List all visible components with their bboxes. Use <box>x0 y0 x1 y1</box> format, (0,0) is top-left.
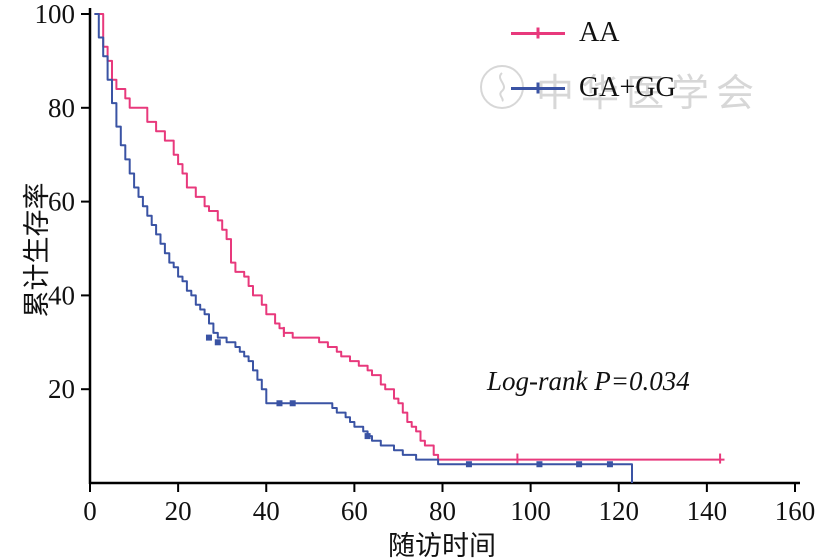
ga-gg-curve <box>94 13 633 483</box>
legend-item-ga-gg: GA+GG <box>511 69 676 107</box>
legend-item-aa: AA <box>511 14 676 52</box>
x-tick-label: 120 <box>599 496 640 526</box>
censor-mark <box>364 433 371 440</box>
censor-mark <box>276 400 283 407</box>
aa-line-swatch <box>511 27 565 39</box>
x-tick-label: 20 <box>165 496 192 526</box>
ga-gg-line-swatch <box>511 82 565 94</box>
x-tick-label: 40 <box>253 496 280 526</box>
x-tick-label: 60 <box>341 496 368 526</box>
censor-mark <box>536 461 543 468</box>
legend-label-ga-gg: GA+GG <box>579 72 676 103</box>
y-axis-label: 累计生存率 <box>22 182 52 318</box>
x-tick-label: 160 <box>775 496 816 526</box>
x-axis-label: 随访时间 <box>388 531 496 558</box>
y-tick-label: 100 <box>35 0 76 29</box>
x-tick-label: 80 <box>429 496 456 526</box>
censor-mark <box>606 461 613 468</box>
x-tick-label: 0 <box>83 496 97 526</box>
aa-curve <box>94 13 725 461</box>
censor-mark <box>576 461 583 468</box>
y-tick-label: 40 <box>48 280 75 310</box>
censor-mark <box>214 339 221 346</box>
log-rank-annotation: Log-rank P=0.034 <box>487 366 690 396</box>
watermark: 中华医学会 <box>478 62 761 117</box>
censor-mark <box>205 334 212 341</box>
legend: AA GA+GG <box>511 14 676 107</box>
censor-mark <box>465 461 472 468</box>
legend-label-aa: AA <box>579 17 620 48</box>
y-tick-label: 60 <box>48 187 75 217</box>
x-tick-label: 140 <box>687 496 728 526</box>
ga-gg-censor-tick-icon <box>536 82 540 94</box>
y-tick-label: 80 <box>48 93 75 123</box>
censor-mark <box>289 400 296 407</box>
y-tick-label: 20 <box>48 374 75 404</box>
x-tick-label: 100 <box>510 496 551 526</box>
watermark-text: 中华医学会 <box>536 73 762 115</box>
aa-censor-tick-icon <box>536 27 540 39</box>
